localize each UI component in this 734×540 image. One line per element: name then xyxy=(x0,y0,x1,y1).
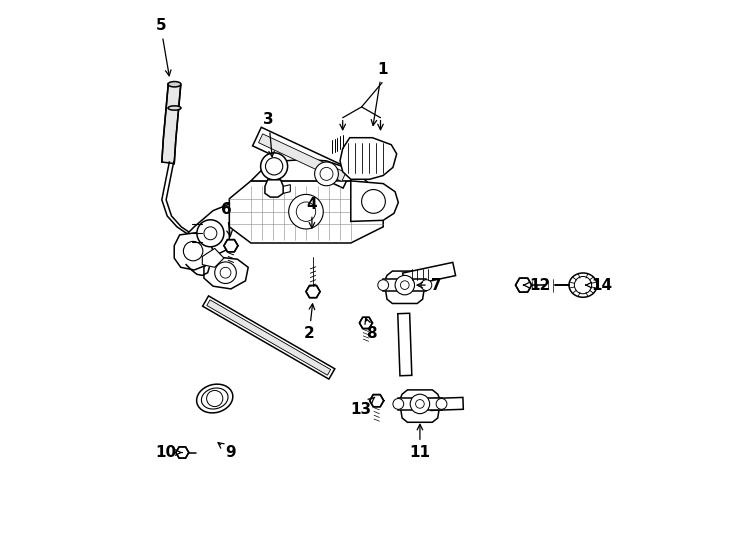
Ellipse shape xyxy=(201,388,228,409)
Circle shape xyxy=(266,158,283,175)
Circle shape xyxy=(315,162,338,186)
Circle shape xyxy=(206,390,223,407)
Polygon shape xyxy=(174,232,213,270)
Polygon shape xyxy=(399,398,442,410)
Text: 7: 7 xyxy=(417,278,441,293)
Polygon shape xyxy=(252,127,352,188)
Text: 10: 10 xyxy=(156,445,182,460)
Polygon shape xyxy=(306,286,320,298)
Circle shape xyxy=(204,227,217,240)
Circle shape xyxy=(378,280,388,291)
Text: 12: 12 xyxy=(523,278,550,293)
Ellipse shape xyxy=(569,273,597,297)
Polygon shape xyxy=(251,159,383,199)
Text: 6: 6 xyxy=(221,202,233,236)
Circle shape xyxy=(415,400,424,408)
Polygon shape xyxy=(431,397,463,410)
Polygon shape xyxy=(385,271,425,303)
Polygon shape xyxy=(203,248,224,267)
Circle shape xyxy=(261,153,288,180)
Polygon shape xyxy=(340,138,396,179)
Polygon shape xyxy=(265,180,283,197)
Text: 3: 3 xyxy=(264,112,275,157)
Polygon shape xyxy=(403,262,456,286)
Text: 1: 1 xyxy=(371,62,388,125)
Text: 13: 13 xyxy=(350,397,375,417)
Polygon shape xyxy=(258,134,346,181)
Polygon shape xyxy=(203,296,335,379)
Circle shape xyxy=(320,167,333,180)
Polygon shape xyxy=(186,204,229,256)
Polygon shape xyxy=(161,84,181,164)
Polygon shape xyxy=(207,300,331,375)
Polygon shape xyxy=(176,447,189,458)
Text: 9: 9 xyxy=(218,443,236,460)
Polygon shape xyxy=(229,181,383,243)
Polygon shape xyxy=(383,279,426,291)
Circle shape xyxy=(215,262,236,284)
Circle shape xyxy=(575,276,592,294)
Polygon shape xyxy=(515,278,531,292)
Circle shape xyxy=(220,267,231,278)
Text: 4: 4 xyxy=(307,197,317,228)
Circle shape xyxy=(401,281,409,289)
Circle shape xyxy=(288,194,323,229)
Text: 14: 14 xyxy=(586,278,612,293)
Ellipse shape xyxy=(197,384,233,413)
Polygon shape xyxy=(204,256,248,289)
Text: 2: 2 xyxy=(304,304,315,341)
Circle shape xyxy=(410,394,429,414)
Circle shape xyxy=(184,241,203,261)
Circle shape xyxy=(362,190,385,213)
Polygon shape xyxy=(360,318,372,328)
Text: 5: 5 xyxy=(156,18,171,76)
Ellipse shape xyxy=(168,82,181,87)
Polygon shape xyxy=(351,181,399,221)
Ellipse shape xyxy=(168,106,181,110)
Polygon shape xyxy=(224,240,238,252)
Circle shape xyxy=(436,399,447,409)
Circle shape xyxy=(393,399,404,409)
Polygon shape xyxy=(370,395,384,407)
Polygon shape xyxy=(398,313,412,376)
Circle shape xyxy=(421,280,432,291)
Circle shape xyxy=(297,202,316,221)
Circle shape xyxy=(395,275,415,295)
Text: 11: 11 xyxy=(410,424,430,460)
Circle shape xyxy=(197,220,224,247)
Polygon shape xyxy=(399,390,440,422)
Polygon shape xyxy=(283,185,291,193)
Text: 8: 8 xyxy=(365,318,377,341)
